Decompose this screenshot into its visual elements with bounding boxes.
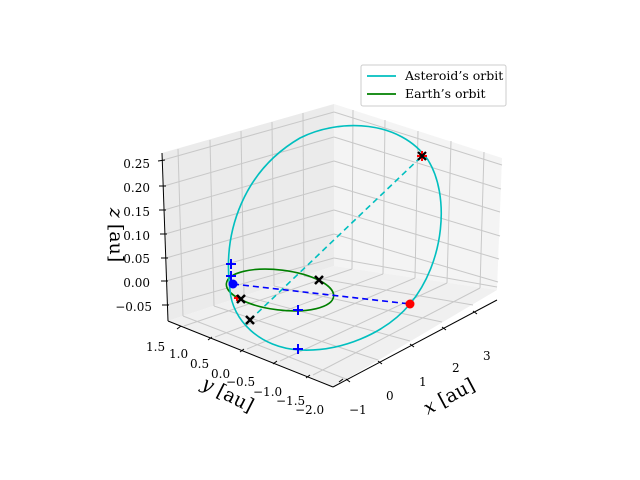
- svg-text:3: 3: [483, 349, 491, 363]
- gridlines: [162, 109, 503, 380]
- plus-marker: [226, 271, 236, 281]
- left-pane: [162, 104, 334, 321]
- earth-orbit-line: [225, 268, 335, 312]
- z-axis-label: z [au]: [105, 207, 127, 262]
- legend: Asteroid’s orbit Earth’s orbit: [360, 64, 507, 107]
- red-point-marker: [405, 299, 415, 309]
- svg-text:0.0: 0.0: [211, 367, 230, 381]
- axis-lines: [157, 152, 498, 388]
- svg-text:1.5: 1.5: [146, 340, 165, 354]
- svg-text:0.10: 0.10: [123, 229, 150, 243]
- svg-text:0.15: 0.15: [123, 205, 150, 219]
- svg-text:x [au]: x [au]: [420, 374, 479, 419]
- legend-box: [360, 64, 507, 107]
- x-marker: [236, 294, 246, 304]
- svg-text:−0.05: −0.05: [115, 300, 152, 314]
- svg-text:0.25: 0.25: [123, 157, 150, 171]
- y-tick-labels: 1.5 1.0 0.5 0.0 −0.5 −1.0 −1.5 −2.0: [146, 340, 324, 417]
- svg-text:1: 1: [419, 375, 427, 389]
- z-axis-line: [161, 152, 169, 322]
- legend-earth-label: Earth’s orbit: [405, 86, 486, 101]
- plus-marker: [226, 259, 236, 269]
- svg-text:−0.5: −0.5: [226, 375, 255, 389]
- svg-text:2: 2: [452, 361, 460, 375]
- svg-text:−1: −1: [349, 403, 367, 417]
- svg-text:−1.5: −1.5: [276, 394, 305, 408]
- svg-text:0.00: 0.00: [123, 276, 150, 290]
- x-axis-label: x [au]: [420, 374, 479, 419]
- floor-pane: [168, 266, 497, 387]
- svg-text:1.0: 1.0: [169, 347, 188, 361]
- svg-text:0: 0: [386, 389, 394, 403]
- x-marker: [314, 275, 324, 285]
- x-marker: [417, 151, 427, 161]
- plus-marker: [293, 344, 303, 354]
- blue-point-marker: [228, 279, 238, 289]
- markers: [226, 151, 427, 354]
- plus-marker: [293, 305, 303, 315]
- svg-text:−1.0: −1.0: [253, 385, 282, 399]
- svg-text:−2.0: −2.0: [295, 403, 324, 417]
- svg-text:0.20: 0.20: [123, 181, 150, 195]
- z-tick-labels: 0.25 0.20 0.15 0.10 0.05 0.00 −0.05: [115, 157, 152, 314]
- legend-asteroid-label: Asteroid’s orbit: [404, 68, 503, 83]
- svg-text:0.5: 0.5: [190, 357, 209, 371]
- svg-text:z [au]: z [au]: [105, 207, 127, 262]
- x-tick-labels: −1 0 1 2 3: [349, 349, 491, 417]
- x-marker: [245, 315, 255, 325]
- y-axis-line: [167, 320, 334, 388]
- svg-text:0.05: 0.05: [123, 252, 150, 266]
- x-axis-line: [332, 299, 498, 388]
